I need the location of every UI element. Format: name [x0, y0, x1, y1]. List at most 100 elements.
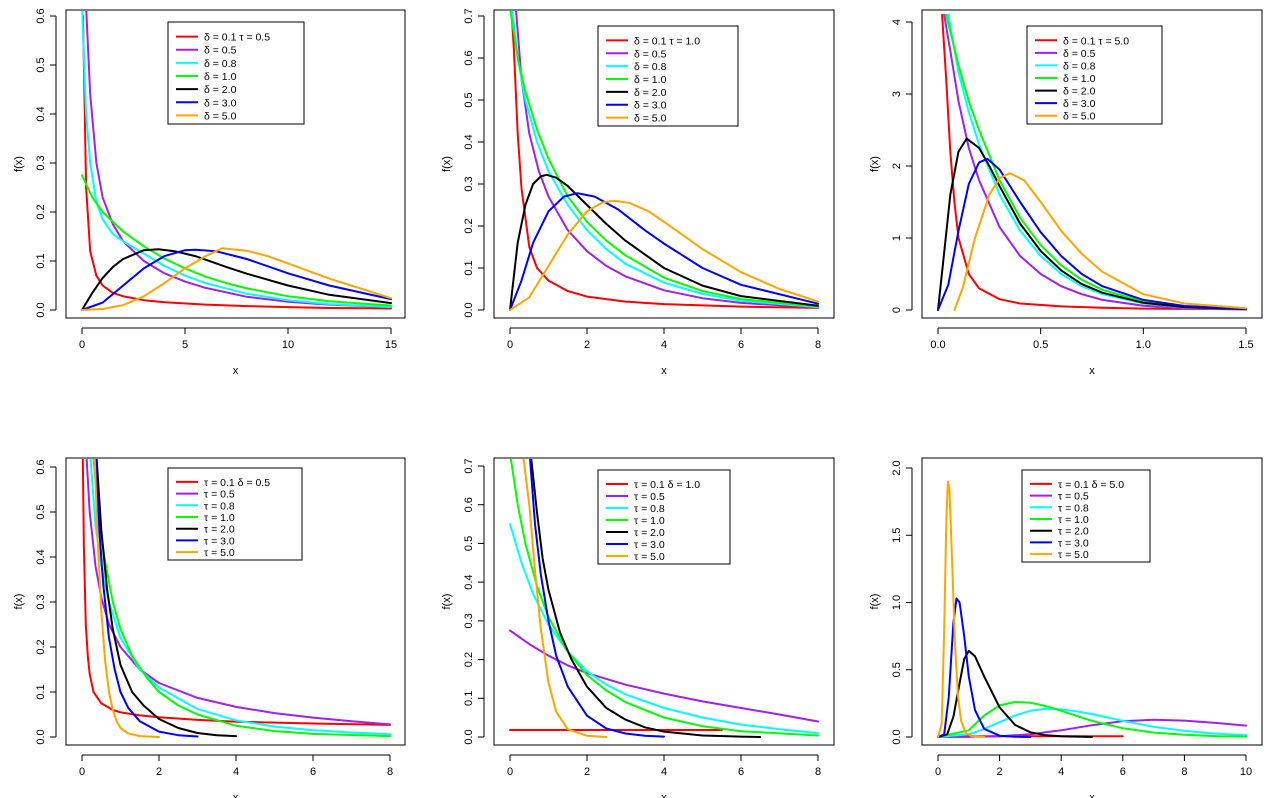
- y-tick-label: 0.2: [35, 204, 47, 219]
- series-line-6: [937, 157, 1247, 311]
- y-tick-label: 0.0: [35, 302, 47, 317]
- series-group: [81, 11, 392, 311]
- series-line-6: [509, 192, 819, 311]
- legend-label: τ = 0.5: [1058, 491, 1089, 503]
- y-tick-label: 0.4: [463, 134, 475, 149]
- y-tick-label: 0.5: [35, 57, 47, 72]
- x-tick-label: 8: [387, 766, 393, 778]
- x-tick-label: 4: [1058, 766, 1064, 778]
- y-tick-label: 0.0: [891, 729, 903, 744]
- x-tick-label: 4: [661, 766, 667, 778]
- series-line-7: [81, 247, 392, 311]
- legend-label: τ = 0.5: [204, 489, 235, 501]
- x-tick-label: 8: [1181, 766, 1187, 778]
- y-tick-label: 0.0: [35, 729, 47, 744]
- series-line-4: [92, 459, 391, 738]
- x-tick-label: 4: [233, 766, 239, 778]
- x-tick-label: 0.5: [1033, 339, 1048, 351]
- y-tick-label: 0.6: [35, 8, 47, 23]
- series-line-2: [85, 459, 391, 726]
- y-tick-label: 1.5: [891, 528, 903, 543]
- plot-panel-1: 0 5 10 15 x 0.0 0.1 0.2 0.3 0.4 0.5 0.6 f(x) δ = 0.1 …: [13, 8, 406, 377]
- y-tick-label: 0.1: [35, 684, 47, 699]
- series-line-3: [511, 11, 819, 309]
- x-tick-label: 2: [156, 766, 162, 778]
- y-tick-label: 0.2: [463, 218, 475, 233]
- series-line-1: [510, 11, 819, 309]
- legend: τ = 0.1 δ = 1.0τ = 0.5τ = 0.8τ = 1.0τ = …: [597, 469, 731, 565]
- plot-panel-2: 0 2 4 6 8 x 0.0 0.1 0.2 0.3 0.4 0.5 0.6 0.7 f(x) δ = 0.…: [441, 8, 835, 377]
- series-group: [937, 13, 1247, 311]
- y-tick-label: 0.2: [35, 639, 47, 654]
- y-tick-label: 0.3: [35, 594, 47, 609]
- y-tick-label: 0.5: [463, 92, 475, 107]
- x-axis-title: x: [661, 365, 667, 377]
- series-line-5: [509, 173, 819, 311]
- y-tick-label: 0.5: [463, 536, 475, 551]
- y-tick-label: 0.4: [35, 549, 47, 564]
- series-line-2: [509, 629, 819, 723]
- series-line-7: [937, 480, 986, 738]
- legend-label: δ = 2.0: [634, 87, 667, 99]
- legend-box: [1021, 469, 1151, 563]
- x-tick-label: 0: [507, 766, 513, 778]
- legend-label: τ = 5.0: [204, 547, 235, 559]
- legend-label: τ = 5.0: [634, 551, 665, 563]
- series-line-6: [81, 248, 392, 311]
- legend-label: τ = 5.0: [1058, 549, 1089, 561]
- legend-label: δ = 1.0: [204, 71, 237, 83]
- plot-frame: [921, 457, 1263, 746]
- x-tick-label: 2: [584, 339, 590, 351]
- legend-label: δ = 1.0: [1063, 73, 1096, 85]
- plot-panel-4: 0 2 4 6 8 x 0.0 0.1 0.2 0.3 0.4 0.5 0.6 f(x) τ = 0.1 δ…: [13, 457, 406, 798]
- legend-label: τ = 1.0: [204, 512, 235, 524]
- series-line-4: [81, 174, 392, 307]
- x-tick-label: 5: [182, 339, 188, 351]
- series-line-7: [522, 459, 608, 738]
- legend-box: [1026, 25, 1163, 125]
- legend: τ = 0.1 δ = 0.5τ = 0.5τ = 0.8τ = 1.0τ = …: [167, 467, 303, 561]
- series-line-1: [941, 13, 1247, 311]
- y-tick-label: 1.0: [891, 595, 903, 610]
- y-tick-label: 0.4: [463, 574, 475, 589]
- series-line-4: [945, 13, 1247, 310]
- plot-panel-5: 0 2 4 6 8 x 0.0 0.1 0.2 0.3 0.4 0.5 0.6 0.7 f(x) τ = 0.…: [441, 457, 835, 798]
- legend-label: τ = 3.0: [1058, 537, 1089, 549]
- legend-box: [597, 469, 731, 565]
- x-axis-title: x: [233, 365, 239, 377]
- x-tick-label: 4: [661, 339, 667, 351]
- series-line-7: [953, 172, 1247, 311]
- y-axis-title: f(x): [441, 594, 453, 610]
- series-line-3: [81, 11, 392, 309]
- legend-label: δ = 2.0: [204, 84, 237, 96]
- series-line-2: [937, 718, 1247, 738]
- legend-label: δ = 0.5: [204, 45, 237, 57]
- legend-label: δ = 0.5: [1063, 48, 1096, 60]
- series-line-2: [943, 13, 1247, 311]
- legend-label: δ = 0.8: [634, 61, 667, 73]
- series-line-4: [937, 701, 1247, 738]
- legend-label: τ = 2.0: [204, 524, 235, 536]
- legend-box: [597, 25, 739, 127]
- x-tick-label: 0: [79, 766, 85, 778]
- legend-label: δ = 3.0: [634, 100, 667, 112]
- legend: τ = 0.1 δ = 5.0τ = 0.5τ = 0.8τ = 1.0τ = …: [1021, 469, 1151, 563]
- legend-label: δ = 5.0: [634, 113, 667, 125]
- series-line-6: [529, 459, 665, 738]
- y-axis-title: f(x): [869, 594, 881, 610]
- legend-label: τ = 1.0: [1058, 514, 1089, 526]
- y-tick-label: 0.3: [463, 176, 475, 191]
- legend-label: τ = 0.5: [634, 491, 665, 503]
- x-tick-label: 2: [584, 766, 590, 778]
- legend-label: δ = 3.0: [1063, 98, 1096, 110]
- y-tick-label: 0.5: [35, 504, 47, 519]
- series-line-6: [937, 597, 1032, 738]
- x-tick-label: 6: [738, 766, 744, 778]
- legend-label: δ = 2.0: [1063, 86, 1096, 98]
- legend-label: δ = 5.0: [204, 110, 237, 122]
- x-axis-title: x: [1089, 365, 1095, 377]
- x-tick-label: 0: [935, 766, 941, 778]
- legend-label: τ = 0.1 δ = 0.5: [204, 477, 270, 489]
